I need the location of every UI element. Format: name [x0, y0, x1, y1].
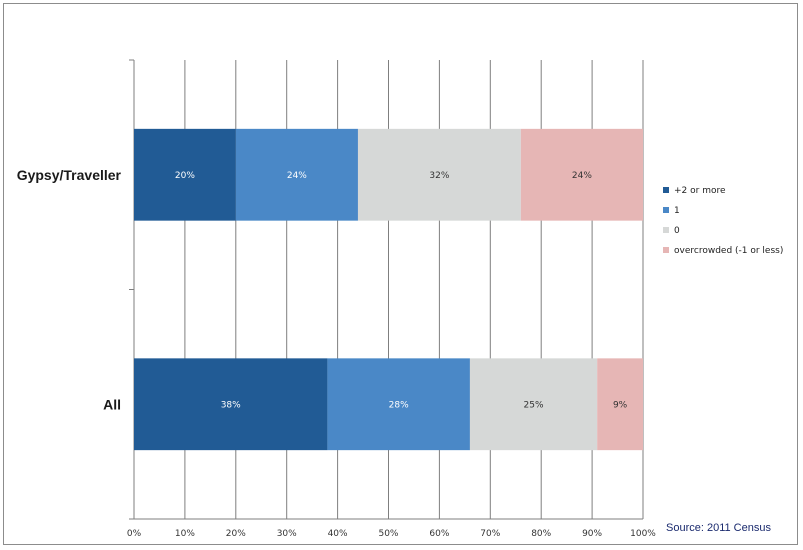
bar-segment: [327, 358, 470, 451]
data-label: 38%: [221, 400, 241, 410]
source-note: Source: 2011 Census: [666, 522, 771, 534]
data-label: 32%: [429, 171, 449, 181]
bar-segment: [469, 358, 598, 451]
bar-segment: [520, 128, 643, 221]
x-tick-label: 20%: [226, 529, 246, 539]
legend-swatch: [663, 187, 669, 193]
legend-swatch: [663, 207, 669, 213]
legend-label: 0: [674, 226, 680, 236]
x-tick-label: 80%: [531, 529, 551, 539]
x-tick-label: 60%: [429, 529, 449, 539]
x-tick-label: 10%: [175, 529, 195, 539]
bar-segment: [597, 358, 643, 451]
category-label: All: [103, 396, 121, 412]
x-tick-label: 100%: [630, 529, 656, 539]
data-label: 20%: [175, 171, 195, 181]
data-label: 24%: [572, 171, 592, 181]
data-label: 9%: [613, 400, 628, 410]
x-tick-label: 0%: [127, 529, 142, 539]
x-tick-label: 40%: [328, 529, 348, 539]
legend-label: overcrowded (-1 or less): [674, 246, 783, 256]
category-label: Gypsy/Traveller: [17, 167, 122, 183]
data-label: 28%: [389, 400, 409, 410]
data-label: 25%: [524, 400, 544, 410]
legend-swatch: [663, 227, 669, 233]
legend-label: +2 or more: [674, 186, 726, 196]
data-label: 24%: [287, 171, 307, 181]
x-tick-label: 70%: [480, 529, 500, 539]
x-tick-label: 30%: [277, 529, 297, 539]
bar-segment: [357, 128, 521, 221]
legend-label: 1: [674, 206, 680, 216]
bar-segment: [134, 128, 236, 221]
x-tick-label: 90%: [582, 529, 602, 539]
x-tick-label: 50%: [378, 529, 398, 539]
bar-segment: [134, 358, 328, 451]
chart-frame: [3, 3, 798, 545]
bar-segment: [235, 128, 358, 221]
legend-swatch: [663, 247, 669, 253]
